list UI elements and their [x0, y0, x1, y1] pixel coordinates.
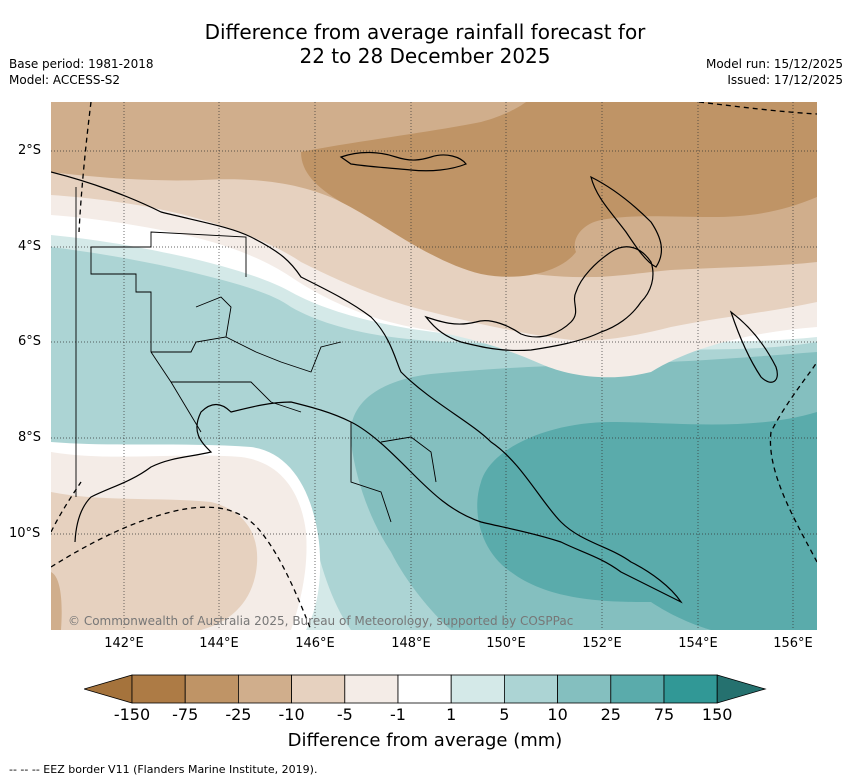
colorbar-extend-high	[716, 674, 767, 704]
colorbar-tick-label: -150	[113, 705, 151, 724]
colorbar-tick-label: 150	[701, 705, 733, 724]
copyright-notice: © Commonwealth of Australia 2025, Bureau…	[68, 614, 574, 628]
graticule	[51, 102, 817, 630]
lon-label-152e: 152°E	[582, 636, 622, 651]
coastlines	[51, 151, 778, 604]
colorbar-bin-8	[503, 674, 558, 704]
lon-label-142e: 142°E	[104, 636, 144, 651]
base-period: Base period: 1981-2018	[9, 57, 154, 71]
map-title: Difference from average rainfall forecas…	[0, 20, 850, 68]
colorbar-tick-label: -1	[390, 705, 406, 724]
lon-label-144e: 144°E	[199, 636, 239, 651]
meta-left: Base period: 1981-2018 Model: ACCESS-S2	[9, 56, 154, 88]
title-line-2: 22 to 28 December 2025	[299, 44, 551, 68]
lat-label-2s: 2°S	[18, 143, 42, 158]
issued-date: Issued: 17/12/2025	[727, 73, 843, 87]
model-name: Model: ACCESS-S2	[9, 73, 121, 87]
colorbar	[82, 674, 768, 704]
colorbar-bin-4	[291, 674, 346, 704]
colorbar-bin-1	[131, 674, 186, 704]
colorbar-extend-low	[82, 674, 133, 704]
colorbar-tick-label: -75	[172, 705, 199, 724]
colorbar-swatches	[82, 674, 767, 704]
colorbar-tick-label: -25	[225, 705, 252, 724]
title-line-1: Difference from average rainfall forecas…	[204, 20, 646, 44]
colorbar-bin-10	[610, 674, 665, 704]
rainfall-map	[51, 102, 817, 630]
lon-label-148e: 148°E	[391, 636, 431, 651]
colorbar-tick-label: 10	[547, 705, 568, 724]
colorbar-bin-6	[397, 674, 452, 704]
lat-label-10s: 10°S	[9, 526, 41, 541]
lat-label-6s: 6°S	[18, 334, 42, 349]
model-run: Model run: 15/12/2025	[705, 57, 843, 71]
colorbar-title: Difference from average (mm)	[287, 730, 563, 751]
eez-borders	[51, 102, 817, 630]
lon-label-146e: 146°E	[295, 636, 335, 651]
lat-label-8s: 8°S	[18, 430, 42, 445]
colorbar-bin-3	[237, 674, 292, 704]
band-dry-25-10	[51, 102, 817, 630]
colorbar-bin-9	[557, 674, 612, 704]
colorbar-tick-label: -5	[336, 705, 353, 724]
lon-label-156e: 156°E	[773, 636, 813, 651]
eez-footnote: -- -- -- EEZ border V11 (Flanders Marine…	[9, 763, 318, 776]
meta-right: Model run: 15/12/2025 Issued: 17/12/2025	[706, 56, 843, 88]
lon-label-154e: 154°E	[678, 636, 718, 651]
colorbar-tick-label: 5	[499, 705, 510, 724]
colorbar-tick-label: 75	[653, 705, 675, 724]
colorbar-bin-7	[450, 674, 505, 704]
colorbar-bin-5	[344, 674, 399, 704]
colorbar-bin-11	[663, 674, 718, 704]
lon-label-150e: 150°E	[486, 636, 526, 651]
provincial-borders	[75, 187, 437, 523]
colorbar-tick-label: 1	[446, 705, 457, 724]
colorbar-bin-2	[184, 674, 239, 704]
colorbar-tick-label: 25	[600, 705, 621, 724]
band-dry-75-25	[301, 102, 817, 277]
lat-label-4s: 4°S	[18, 239, 42, 254]
colorbar-tick-label: -10	[278, 705, 305, 724]
